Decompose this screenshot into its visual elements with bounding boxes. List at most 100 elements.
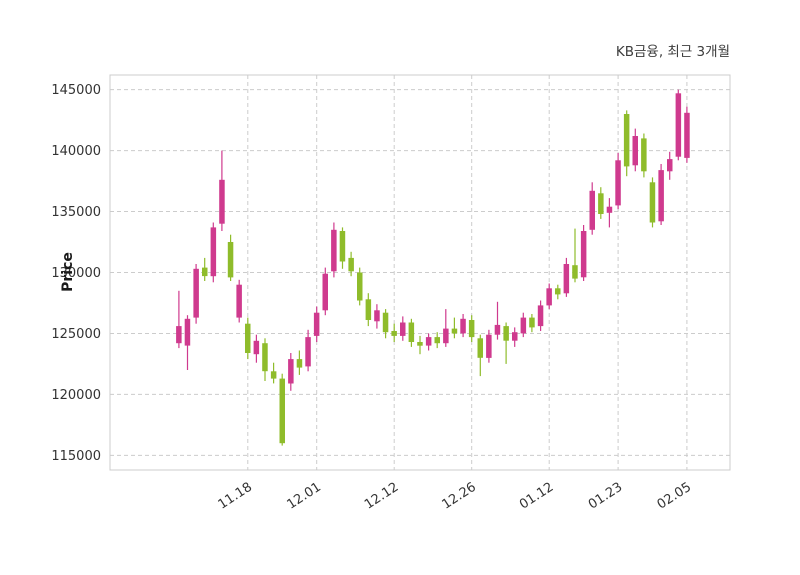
y-tick-label: 140000 <box>51 144 101 159</box>
x-tick-label: 12.26 <box>439 480 478 513</box>
candle <box>262 338 268 381</box>
candle-body <box>434 337 440 344</box>
candle <box>486 329 492 363</box>
candle-body <box>339 231 346 262</box>
candle-body <box>598 193 604 214</box>
candle <box>425 333 432 351</box>
candle-body <box>391 331 397 336</box>
candle <box>443 309 449 347</box>
candle-body <box>486 334 492 358</box>
candle-body <box>400 322 406 336</box>
candle <box>374 304 380 329</box>
candle <box>184 315 191 370</box>
candle-body <box>245 323 251 353</box>
candle-body <box>477 338 483 358</box>
candle <box>623 110 630 177</box>
x-tick-label: 12.12 <box>362 480 401 513</box>
candle <box>313 306 320 342</box>
candle-body <box>606 206 613 213</box>
candle <box>408 318 415 347</box>
candle-body <box>176 326 182 344</box>
grid <box>110 75 730 470</box>
candle <box>417 335 423 355</box>
x-tick-label: 11.18 <box>216 480 255 513</box>
y-tick-label: 135000 <box>51 205 101 220</box>
candle <box>288 353 294 391</box>
x-tick-label: 12.01 <box>284 480 323 513</box>
y-tick-label: 115000 <box>51 449 101 464</box>
candle <box>245 317 251 360</box>
candle <box>219 150 225 231</box>
candle-body <box>288 359 294 384</box>
candle <box>615 153 621 210</box>
candle <box>632 128 638 172</box>
candle <box>520 312 527 338</box>
candle <box>400 316 406 341</box>
candle-body <box>546 288 552 306</box>
candle <box>236 279 242 323</box>
candle <box>494 301 501 340</box>
candle-body <box>253 340 260 355</box>
candle-body <box>193 268 199 318</box>
y-tick-label: 120000 <box>51 388 101 403</box>
y-tick-label: 130000 <box>51 266 101 281</box>
candle-body <box>219 179 225 224</box>
candle-body <box>615 160 621 206</box>
candle <box>331 222 337 278</box>
candle <box>503 322 509 364</box>
candle <box>460 314 466 338</box>
candle <box>434 332 440 349</box>
candle-body <box>649 182 656 223</box>
candle-body <box>184 318 191 346</box>
candle <box>382 309 389 339</box>
candle-body <box>374 310 380 322</box>
candle-body <box>580 231 587 278</box>
candle <box>572 228 578 283</box>
candle-body <box>357 272 363 301</box>
candle <box>270 362 277 384</box>
candle <box>305 329 311 372</box>
chart-title: KB금융, 최근 3개월 <box>615 44 730 60</box>
y-tick-label: 145000 <box>51 83 101 98</box>
candle <box>555 284 561 300</box>
y-axis-label: Price <box>60 252 76 292</box>
plot-border <box>109 74 731 471</box>
candle-body <box>227 242 234 278</box>
candle <box>365 293 372 327</box>
candle-body <box>503 326 509 341</box>
candle-body <box>331 229 337 272</box>
candle <box>589 182 595 235</box>
candle-body <box>512 332 518 341</box>
candle-body <box>210 227 217 277</box>
candle <box>684 106 690 163</box>
candle-body <box>460 318 466 334</box>
x-tick-label: 01.12 <box>517 480 556 513</box>
candle-body <box>675 93 682 157</box>
candle <box>391 323 397 342</box>
candle <box>598 187 604 219</box>
candle <box>357 267 363 306</box>
candle-body <box>202 267 208 277</box>
y-tick-label: 125000 <box>51 327 101 342</box>
candle-body <box>305 337 311 367</box>
candle-body <box>641 138 647 172</box>
candle-body <box>494 324 501 335</box>
candle-body <box>236 284 242 318</box>
candle <box>227 234 234 281</box>
candle <box>210 222 217 283</box>
x-tick-label: 02.05 <box>655 480 694 513</box>
candle-body <box>667 159 673 172</box>
candle <box>253 334 260 363</box>
candle-body <box>451 328 458 334</box>
candle <box>675 89 682 161</box>
candle-body <box>296 359 303 368</box>
candle <box>193 264 199 324</box>
candle-body <box>537 305 544 327</box>
x-tick-labels: 11.18 12.01 12.12 12.26 01.12 01.23 02.05 <box>216 480 694 513</box>
candle <box>322 267 328 316</box>
candle-body <box>520 317 527 334</box>
candle-body <box>529 317 535 328</box>
candle-body <box>417 342 423 346</box>
